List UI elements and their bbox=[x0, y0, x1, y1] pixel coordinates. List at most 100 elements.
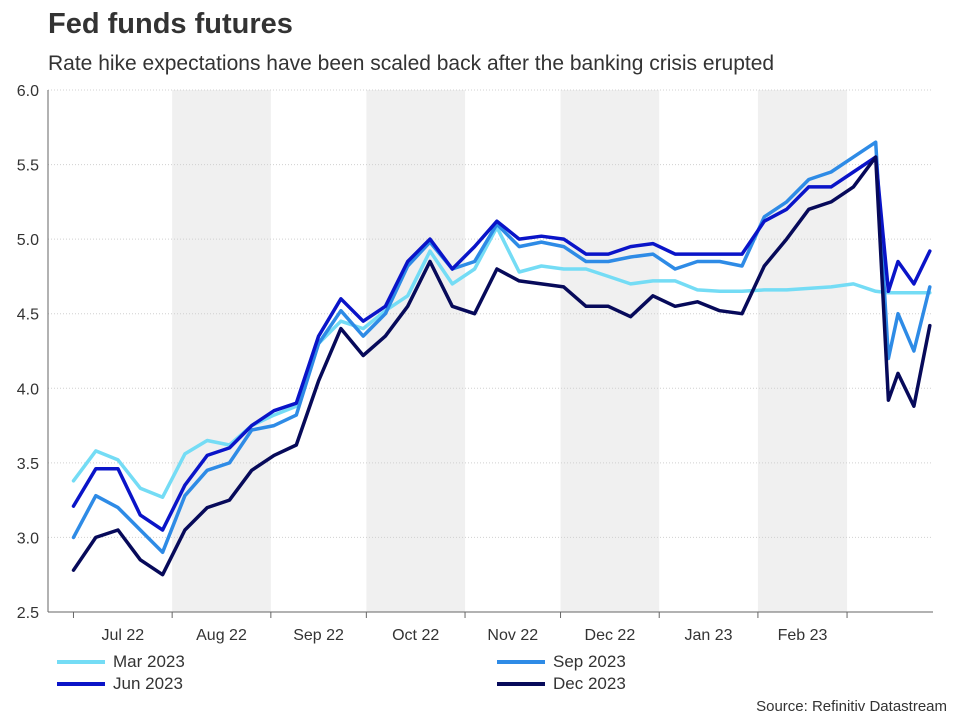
legend-jun-2023: Jun 2023 bbox=[57, 674, 183, 694]
y-tick-label: 5.5 bbox=[17, 158, 39, 175]
data-point-sep-2023 bbox=[652, 253, 654, 255]
data-point-dec-2023 bbox=[429, 260, 431, 263]
data-point-jun-2023 bbox=[94, 468, 97, 470]
data-point-dec-2023 bbox=[518, 280, 520, 282]
data-point-dec-2023 bbox=[785, 238, 788, 240]
data-point-mar-2023 bbox=[585, 268, 587, 270]
data-point-sep-2023 bbox=[206, 469, 208, 472]
y-tick-label: 6.0 bbox=[17, 83, 39, 100]
legend-mar-2023: Mar 2023 bbox=[57, 652, 185, 672]
y-tick-label: 2.5 bbox=[17, 605, 39, 622]
data-point-jun-2023 bbox=[887, 290, 890, 293]
data-point-dec-2023 bbox=[763, 265, 766, 267]
source-note: Source: Refinitiv Datastream bbox=[756, 698, 947, 715]
data-point-sep-2023 bbox=[808, 178, 810, 181]
data-point-mar-2023 bbox=[295, 405, 298, 407]
legend-label-dec-2023: Dec 2023 bbox=[553, 674, 626, 693]
data-point-mar-2023 bbox=[785, 289, 788, 291]
data-point-sep-2023 bbox=[161, 551, 164, 554]
data-point-mar-2023 bbox=[897, 292, 899, 294]
data-point-sep-2023 bbox=[874, 141, 877, 143]
data-point-mar-2023 bbox=[718, 290, 721, 293]
x-tick-label: Sep 22 bbox=[293, 627, 344, 644]
data-point-sep-2023 bbox=[763, 215, 766, 218]
shaded-band-dec-22 bbox=[560, 90, 660, 612]
data-point-mar-2023 bbox=[562, 268, 565, 270]
legend-dec-2023: Dec 2023 bbox=[497, 674, 626, 694]
data-point-jun-2023 bbox=[897, 260, 899, 263]
data-point-mar-2023 bbox=[852, 283, 855, 285]
data-point-sep-2023 bbox=[887, 357, 890, 360]
data-point-jun-2023 bbox=[540, 235, 543, 237]
data-point-mar-2023 bbox=[473, 268, 476, 270]
data-point-mar-2023 bbox=[340, 320, 342, 322]
data-point-sep-2023 bbox=[184, 494, 186, 497]
x-tick-label: Oct 22 bbox=[392, 627, 439, 644]
data-point-sep-2023 bbox=[117, 506, 119, 509]
data-point-sep-2023 bbox=[94, 494, 97, 497]
data-point-mar-2023 bbox=[808, 287, 810, 290]
data-point-dec-2023 bbox=[340, 327, 342, 330]
data-point-jun-2023 bbox=[117, 468, 119, 470]
data-point-jun-2023 bbox=[763, 220, 766, 223]
data-point-mar-2023 bbox=[451, 283, 454, 285]
data-point-mar-2023 bbox=[362, 327, 364, 330]
data-point-dec-2023 bbox=[607, 305, 610, 308]
data-point-jun-2023 bbox=[184, 484, 186, 487]
data-point-dec-2023 bbox=[184, 529, 186, 531]
data-point-dec-2023 bbox=[496, 268, 498, 270]
shaded-band-feb-23 bbox=[757, 90, 848, 612]
data-point-mar-2023 bbox=[273, 414, 275, 416]
data-point-dec-2023 bbox=[206, 506, 208, 509]
legend-swatch-mar-2023 bbox=[57, 660, 105, 664]
data-point-sep-2023 bbox=[629, 256, 632, 258]
data-point-dec-2023 bbox=[808, 208, 810, 211]
data-point-dec-2023 bbox=[273, 454, 275, 457]
data-point-sep-2023 bbox=[674, 268, 676, 270]
data-point-sep-2023 bbox=[518, 245, 520, 248]
data-point-dec-2023 bbox=[295, 444, 298, 446]
chart-subtitle: Rate hike expectations have been scaled … bbox=[48, 52, 775, 75]
data-point-jun-2023 bbox=[785, 208, 788, 211]
y-tick-label: 4.0 bbox=[17, 381, 39, 398]
data-point-sep-2023 bbox=[562, 245, 565, 248]
data-point-dec-2023 bbox=[540, 283, 543, 285]
y-tick-label: 3.0 bbox=[17, 530, 39, 547]
data-point-dec-2023 bbox=[741, 312, 743, 315]
data-point-jun-2023 bbox=[718, 253, 721, 255]
data-point-sep-2023 bbox=[384, 312, 387, 315]
data-point-jun-2023 bbox=[629, 245, 632, 248]
data-point-sep-2023 bbox=[830, 171, 832, 173]
data-point-dec-2023 bbox=[250, 469, 253, 472]
data-point-jun-2023 bbox=[340, 298, 342, 300]
data-point-dec-2023 bbox=[384, 335, 387, 337]
data-point-jun-2023 bbox=[473, 245, 476, 248]
data-point-sep-2023 bbox=[317, 342, 320, 345]
data-point-sep-2023 bbox=[852, 156, 855, 158]
data-point-jun-2023 bbox=[607, 253, 610, 255]
data-point-dec-2023 bbox=[161, 573, 164, 576]
data-point-jun-2023 bbox=[585, 253, 587, 255]
data-point-dec-2023 bbox=[362, 354, 364, 357]
chart-title: Fed funds futures bbox=[48, 8, 293, 40]
data-point-mar-2023 bbox=[161, 496, 164, 498]
x-tick-label: Jul 22 bbox=[101, 627, 144, 644]
data-point-jun-2023 bbox=[206, 454, 208, 457]
y-tick-label: 3.5 bbox=[17, 456, 39, 473]
data-point-dec-2023 bbox=[228, 499, 231, 501]
data-point-jun-2023 bbox=[429, 238, 431, 240]
data-point-mar-2023 bbox=[518, 271, 520, 273]
data-point-dec-2023 bbox=[317, 380, 320, 382]
data-point-sep-2023 bbox=[540, 241, 543, 243]
data-point-jun-2023 bbox=[317, 335, 320, 337]
data-point-sep-2023 bbox=[897, 312, 899, 315]
data-point-dec-2023 bbox=[94, 536, 97, 539]
data-point-dec-2023 bbox=[913, 405, 915, 407]
data-point-sep-2023 bbox=[696, 260, 699, 263]
data-point-jun-2023 bbox=[913, 283, 915, 285]
data-point-dec-2023 bbox=[696, 300, 699, 303]
data-point-sep-2023 bbox=[741, 265, 743, 267]
data-point-jun-2023 bbox=[72, 505, 75, 507]
data-point-sep-2023 bbox=[72, 536, 75, 539]
